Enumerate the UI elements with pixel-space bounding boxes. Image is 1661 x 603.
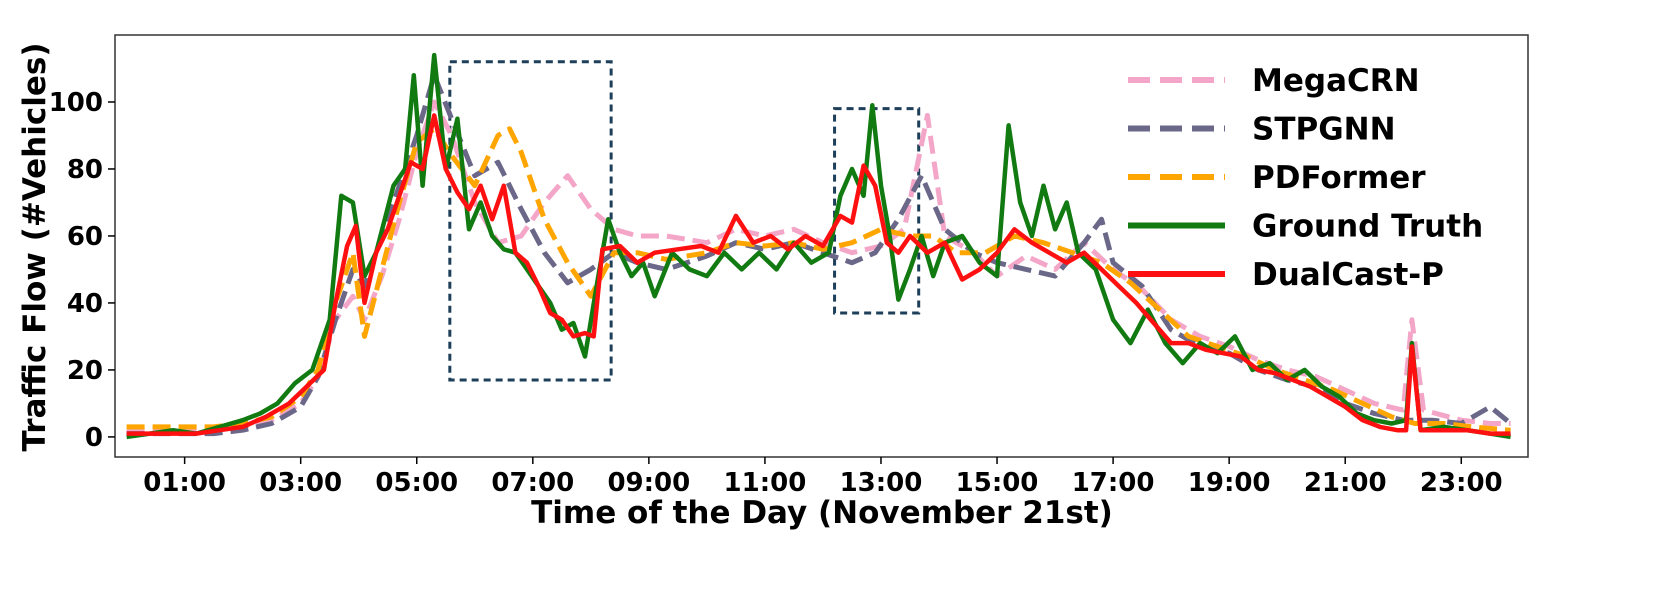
y-axis: 0 20 40 60 80 100 bbox=[49, 88, 115, 453]
y-tick-label: 80 bbox=[67, 155, 103, 185]
x-tick-label: 23:00 bbox=[1420, 468, 1503, 498]
x-tick-label: 09:00 bbox=[607, 468, 690, 498]
plot-frame bbox=[114, 34, 1529, 458]
x-tick-label: 01:00 bbox=[143, 468, 226, 498]
legend-label: DualCast-P bbox=[1252, 257, 1444, 293]
x-tick-label: 11:00 bbox=[724, 468, 807, 498]
x-tick-label: 13:00 bbox=[840, 468, 923, 498]
x-tick-label: 03:00 bbox=[259, 468, 342, 498]
legend: MegaCRN STPGNN PDFormer Ground Truth DualCas… bbox=[1128, 63, 1483, 293]
legend-label: MegaCRN bbox=[1252, 63, 1420, 99]
y-tick-label: 60 bbox=[67, 222, 103, 252]
series-line-dualcast-p bbox=[126, 113, 1511, 436]
series-line-ground-truth bbox=[126, 52, 1511, 440]
y-tick-label: 20 bbox=[67, 356, 103, 386]
annotation-box-2 bbox=[833, 107, 921, 315]
x-tick-label: 07:00 bbox=[491, 468, 574, 498]
y-tick-label: 40 bbox=[67, 289, 103, 319]
legend-label: Ground Truth bbox=[1252, 209, 1483, 245]
x-tick-label: 17:00 bbox=[1072, 468, 1155, 498]
legend-label: STPGNN bbox=[1252, 112, 1396, 148]
x-tick-label: 15:00 bbox=[956, 468, 1039, 498]
x-tick-label: 21:00 bbox=[1304, 468, 1387, 498]
y-tick-label: 100 bbox=[49, 88, 103, 118]
x-axis: 01:00 03:00 05:00 07:00 09:00 11:00 13:00 15:00… bbox=[143, 457, 1503, 498]
x-tick-label: 19:00 bbox=[1188, 468, 1271, 498]
legend-label: PDFormer bbox=[1252, 160, 1426, 196]
x-tick-label: 05:00 bbox=[375, 468, 458, 498]
series-line-megacrn bbox=[126, 99, 1511, 433]
annotation-boxes bbox=[448, 60, 921, 382]
y-axis-label: Traffic Flow (#Vehicles) bbox=[17, 42, 53, 451]
plot-series bbox=[126, 52, 1513, 440]
y-tick-label: 0 bbox=[85, 423, 103, 453]
x-axis-label: Time of the Day (November 21st) bbox=[531, 495, 1113, 531]
